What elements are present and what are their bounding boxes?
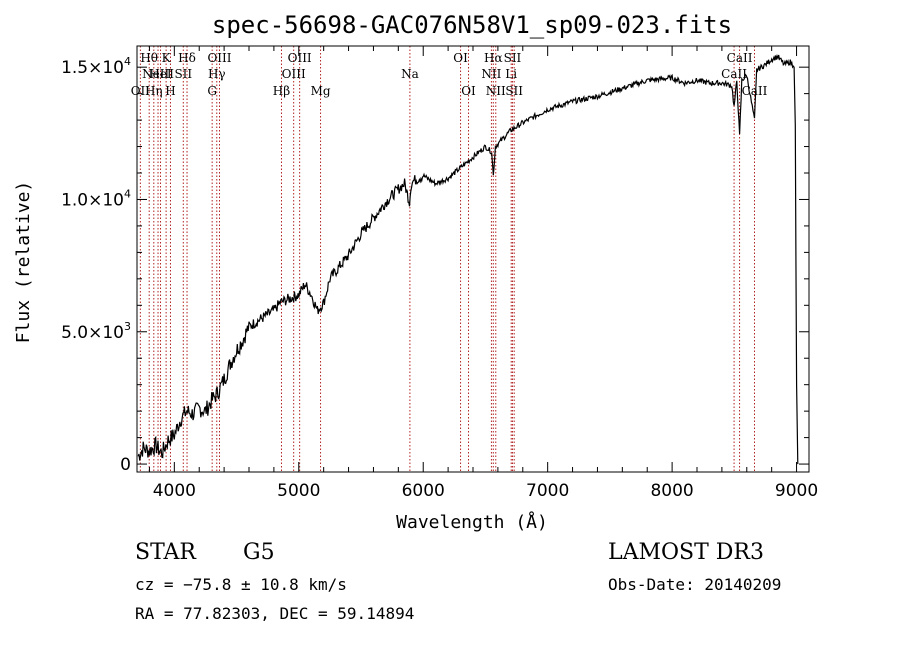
y-tick-label-3: 1.5×104 xyxy=(61,55,131,78)
line-label-10: Hγ xyxy=(208,67,226,81)
line-label-4: HeI xyxy=(149,67,172,81)
line-label-21: NII xyxy=(486,84,506,98)
x-tick-label-4: 8000 xyxy=(650,481,693,501)
line-label-27: CaII xyxy=(742,84,768,98)
line-label-3: NeIII xyxy=(142,67,174,81)
line-label-16: Na xyxy=(401,67,419,81)
line-label-19: NII xyxy=(481,67,501,81)
x-axis-ticks: 4000 5000 6000 7000 8000 9000 xyxy=(148,46,818,501)
line-label-18: OI xyxy=(461,84,476,98)
y-tick-label-1: 5.0×103 xyxy=(61,320,131,343)
y-axis-ticks: 0 5.0×103 1.0×104 1.5×104 xyxy=(61,55,809,475)
line-label-5: K xyxy=(162,51,172,65)
line-label-13: OIII xyxy=(282,67,306,81)
spectrum-series-line xyxy=(137,53,799,465)
x-tick-label-0: 4000 xyxy=(153,481,196,501)
y-tick-label-2: 1.0×104 xyxy=(61,187,131,210)
spectral-line-markers xyxy=(139,46,755,472)
line-label-2: Hη xyxy=(145,84,163,98)
coordinates-readout: RA = 77.82303, DEC = 59.14894 xyxy=(135,604,415,623)
y-axis-label: Flux (relative) xyxy=(13,181,34,344)
line-label-26: CaII xyxy=(727,51,753,65)
line-label-12: Hβ xyxy=(273,84,290,98)
line-label-9: G xyxy=(207,84,217,98)
line-label-0: OII xyxy=(131,84,151,98)
survey-name: LAMOST DR3 xyxy=(608,540,764,565)
observation-date: Obs-Date: 20140209 xyxy=(608,575,782,594)
line-label-1: Hθ xyxy=(140,51,158,65)
x-tick-label-1: 5000 xyxy=(277,481,320,501)
x-tick-label-3: 7000 xyxy=(526,481,569,501)
line-label-7: SII xyxy=(174,67,192,81)
chart-title: spec-56698-GAC076N58V1_sp09-023.fits xyxy=(212,11,732,39)
line-label-17: OI xyxy=(453,51,468,65)
line-label-22: Li xyxy=(505,67,517,81)
object-subclass: G5 xyxy=(243,540,275,565)
x-tick-label-2: 6000 xyxy=(402,481,445,501)
line-label-20: Hα xyxy=(484,51,503,65)
y-tick-label-0: 0 xyxy=(120,455,131,475)
x-axis-label: Wavelength (Å) xyxy=(396,511,548,533)
line-label-23: SII xyxy=(504,51,522,65)
object-class: STAR xyxy=(135,540,196,565)
line-label-25: CaII xyxy=(721,67,747,81)
plot-frame xyxy=(136,45,810,473)
line-label-8: Hδ xyxy=(178,51,196,65)
redshift-readout: cz = −75.8 ± 10.8 km/s xyxy=(135,575,347,594)
line-label-14: OIII xyxy=(288,51,312,65)
line-label-11: OIII xyxy=(207,51,231,65)
line-label-15: Mg xyxy=(311,84,331,98)
line-label-24: SII xyxy=(505,84,523,98)
line-label-6: H xyxy=(165,84,175,98)
x-tick-label-5: 9000 xyxy=(775,481,818,501)
